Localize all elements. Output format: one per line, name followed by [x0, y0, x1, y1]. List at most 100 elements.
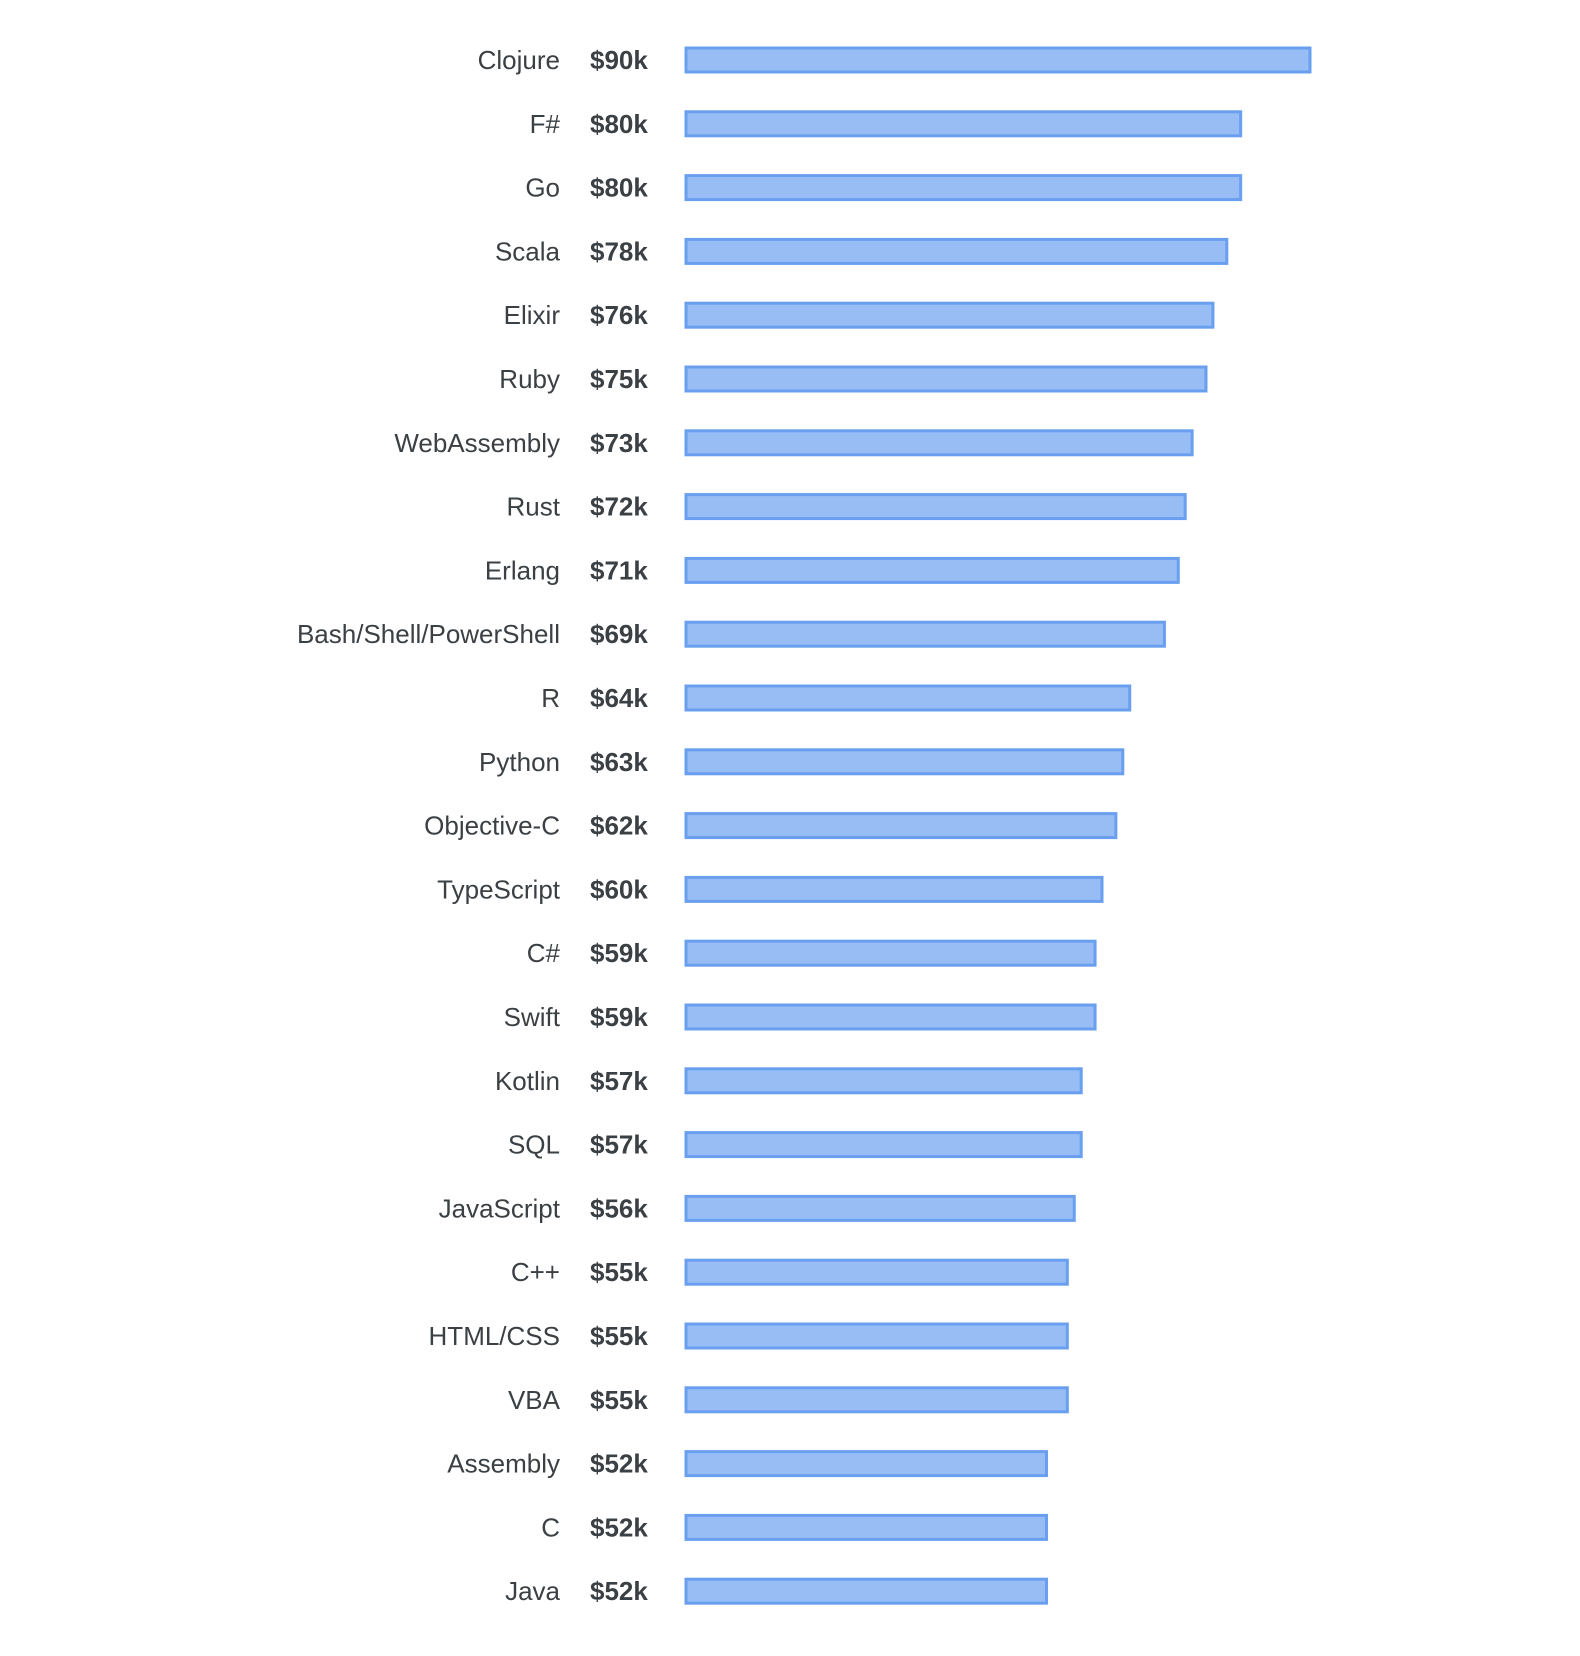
- bar: [684, 1194, 1076, 1222]
- category-label: Bash/Shell/PowerShell: [297, 619, 560, 649]
- value-label: $90k: [590, 45, 648, 75]
- category-label: Go: [525, 173, 560, 203]
- chart-row: Elixir $76k: [504, 300, 1215, 330]
- value-label: $76k: [590, 300, 648, 330]
- category-label: WebAssembly: [394, 428, 560, 458]
- bar: [684, 748, 1125, 776]
- chart-row: Clojure $90k: [478, 45, 1312, 75]
- value-label: $56k: [590, 1193, 648, 1223]
- category-label: R: [541, 683, 560, 713]
- chart-row: C $52k: [541, 1512, 1049, 1542]
- chart-row: TypeScript $60k: [437, 874, 1104, 904]
- chart-row: Scala $78k: [495, 236, 1229, 266]
- bar: [684, 1450, 1049, 1478]
- bar: [684, 365, 1208, 393]
- category-label: Objective-C: [424, 811, 560, 841]
- value-label: $69k: [590, 619, 648, 649]
- chart-row: F# $80k: [530, 109, 1243, 139]
- bar: [684, 939, 1097, 967]
- category-label: Elixir: [504, 300, 561, 330]
- chart-row: Kotlin $57k: [495, 1066, 1083, 1096]
- value-label: $57k: [590, 1066, 648, 1096]
- category-label: Python: [479, 747, 560, 777]
- category-label: Assembly: [447, 1449, 560, 1479]
- value-label: $75k: [590, 364, 648, 394]
- category-label: Java: [505, 1576, 560, 1606]
- chart-row: Java $52k: [505, 1576, 1049, 1606]
- category-label: JavaScript: [439, 1193, 561, 1223]
- bar: [684, 429, 1194, 457]
- value-label: $59k: [590, 938, 648, 968]
- bar: [684, 174, 1243, 202]
- value-label: $55k: [590, 1385, 648, 1415]
- bar: [684, 1577, 1049, 1605]
- value-label: $60k: [590, 874, 648, 904]
- value-label: $80k: [590, 173, 648, 203]
- chart-row: R $64k: [541, 683, 1132, 713]
- category-label: Erlang: [485, 555, 560, 585]
- value-label: $78k: [590, 236, 648, 266]
- chart-row: HTML/CSS $55k: [429, 1321, 1069, 1351]
- chart-row: Erlang $71k: [485, 555, 1180, 585]
- chart-row: WebAssembly $73k: [394, 428, 1194, 458]
- category-label: C#: [527, 938, 561, 968]
- bar: [684, 1258, 1069, 1286]
- category-label: TypeScript: [437, 874, 561, 904]
- value-label: $55k: [590, 1257, 648, 1287]
- bar: [684, 684, 1132, 712]
- category-label: Clojure: [478, 45, 560, 75]
- value-label: $73k: [590, 428, 648, 458]
- chart-row: Bash/Shell/PowerShell $69k: [297, 619, 1166, 649]
- chart-row: C++ $55k: [511, 1257, 1069, 1287]
- bar: [684, 812, 1118, 840]
- chart-row: Swift $59k: [504, 1002, 1097, 1032]
- value-label: $52k: [590, 1512, 648, 1542]
- value-label: $57k: [590, 1130, 648, 1160]
- chart-row: Rust $72k: [507, 492, 1187, 522]
- chart-row: VBA $55k: [508, 1385, 1069, 1415]
- chart-row: Go $80k: [525, 173, 1243, 203]
- bar: [684, 493, 1187, 521]
- bar: [684, 110, 1243, 138]
- bar: [684, 1386, 1069, 1414]
- bar: [684, 1513, 1049, 1541]
- chart-row: JavaScript $56k: [439, 1193, 1076, 1223]
- bar: [684, 875, 1104, 903]
- category-label: VBA: [508, 1385, 561, 1415]
- bar: [684, 237, 1229, 265]
- bar: [684, 1131, 1083, 1159]
- category-label: Rust: [507, 492, 561, 522]
- category-label: Kotlin: [495, 1066, 560, 1096]
- bar: [684, 46, 1312, 74]
- chart-row: Assembly $52k: [447, 1449, 1049, 1479]
- category-label: Scala: [495, 236, 561, 266]
- value-label: $72k: [590, 492, 648, 522]
- bar: [684, 1067, 1083, 1095]
- value-label: $62k: [590, 811, 648, 841]
- value-label: $55k: [590, 1321, 648, 1351]
- chart-rows: Clojure $90k F# $80k Go $80k Scala $78k Elixir $7…: [297, 45, 1312, 1606]
- bar: [684, 556, 1180, 584]
- category-label: C++: [511, 1257, 560, 1287]
- category-label: C: [541, 1512, 560, 1542]
- chart-row: C# $59k: [527, 938, 1097, 968]
- bar: [684, 620, 1166, 648]
- value-label: $63k: [590, 747, 648, 777]
- category-label: Swift: [504, 1002, 561, 1032]
- value-label: $59k: [590, 1002, 648, 1032]
- value-label: $80k: [590, 109, 648, 139]
- category-label: Ruby: [499, 364, 560, 394]
- bar: [684, 1003, 1097, 1031]
- value-label: $71k: [590, 555, 648, 585]
- chart-row: Python $63k: [479, 747, 1125, 777]
- chart-row: Objective-C $62k: [424, 811, 1118, 841]
- category-label: F#: [530, 109, 561, 139]
- chart-row: Ruby $75k: [499, 364, 1208, 394]
- bar: [684, 301, 1215, 329]
- value-label: $64k: [590, 683, 648, 713]
- category-label: SQL: [508, 1130, 560, 1160]
- category-label: HTML/CSS: [429, 1321, 560, 1351]
- value-label: $52k: [590, 1576, 648, 1606]
- chart-row: SQL $57k: [508, 1130, 1083, 1160]
